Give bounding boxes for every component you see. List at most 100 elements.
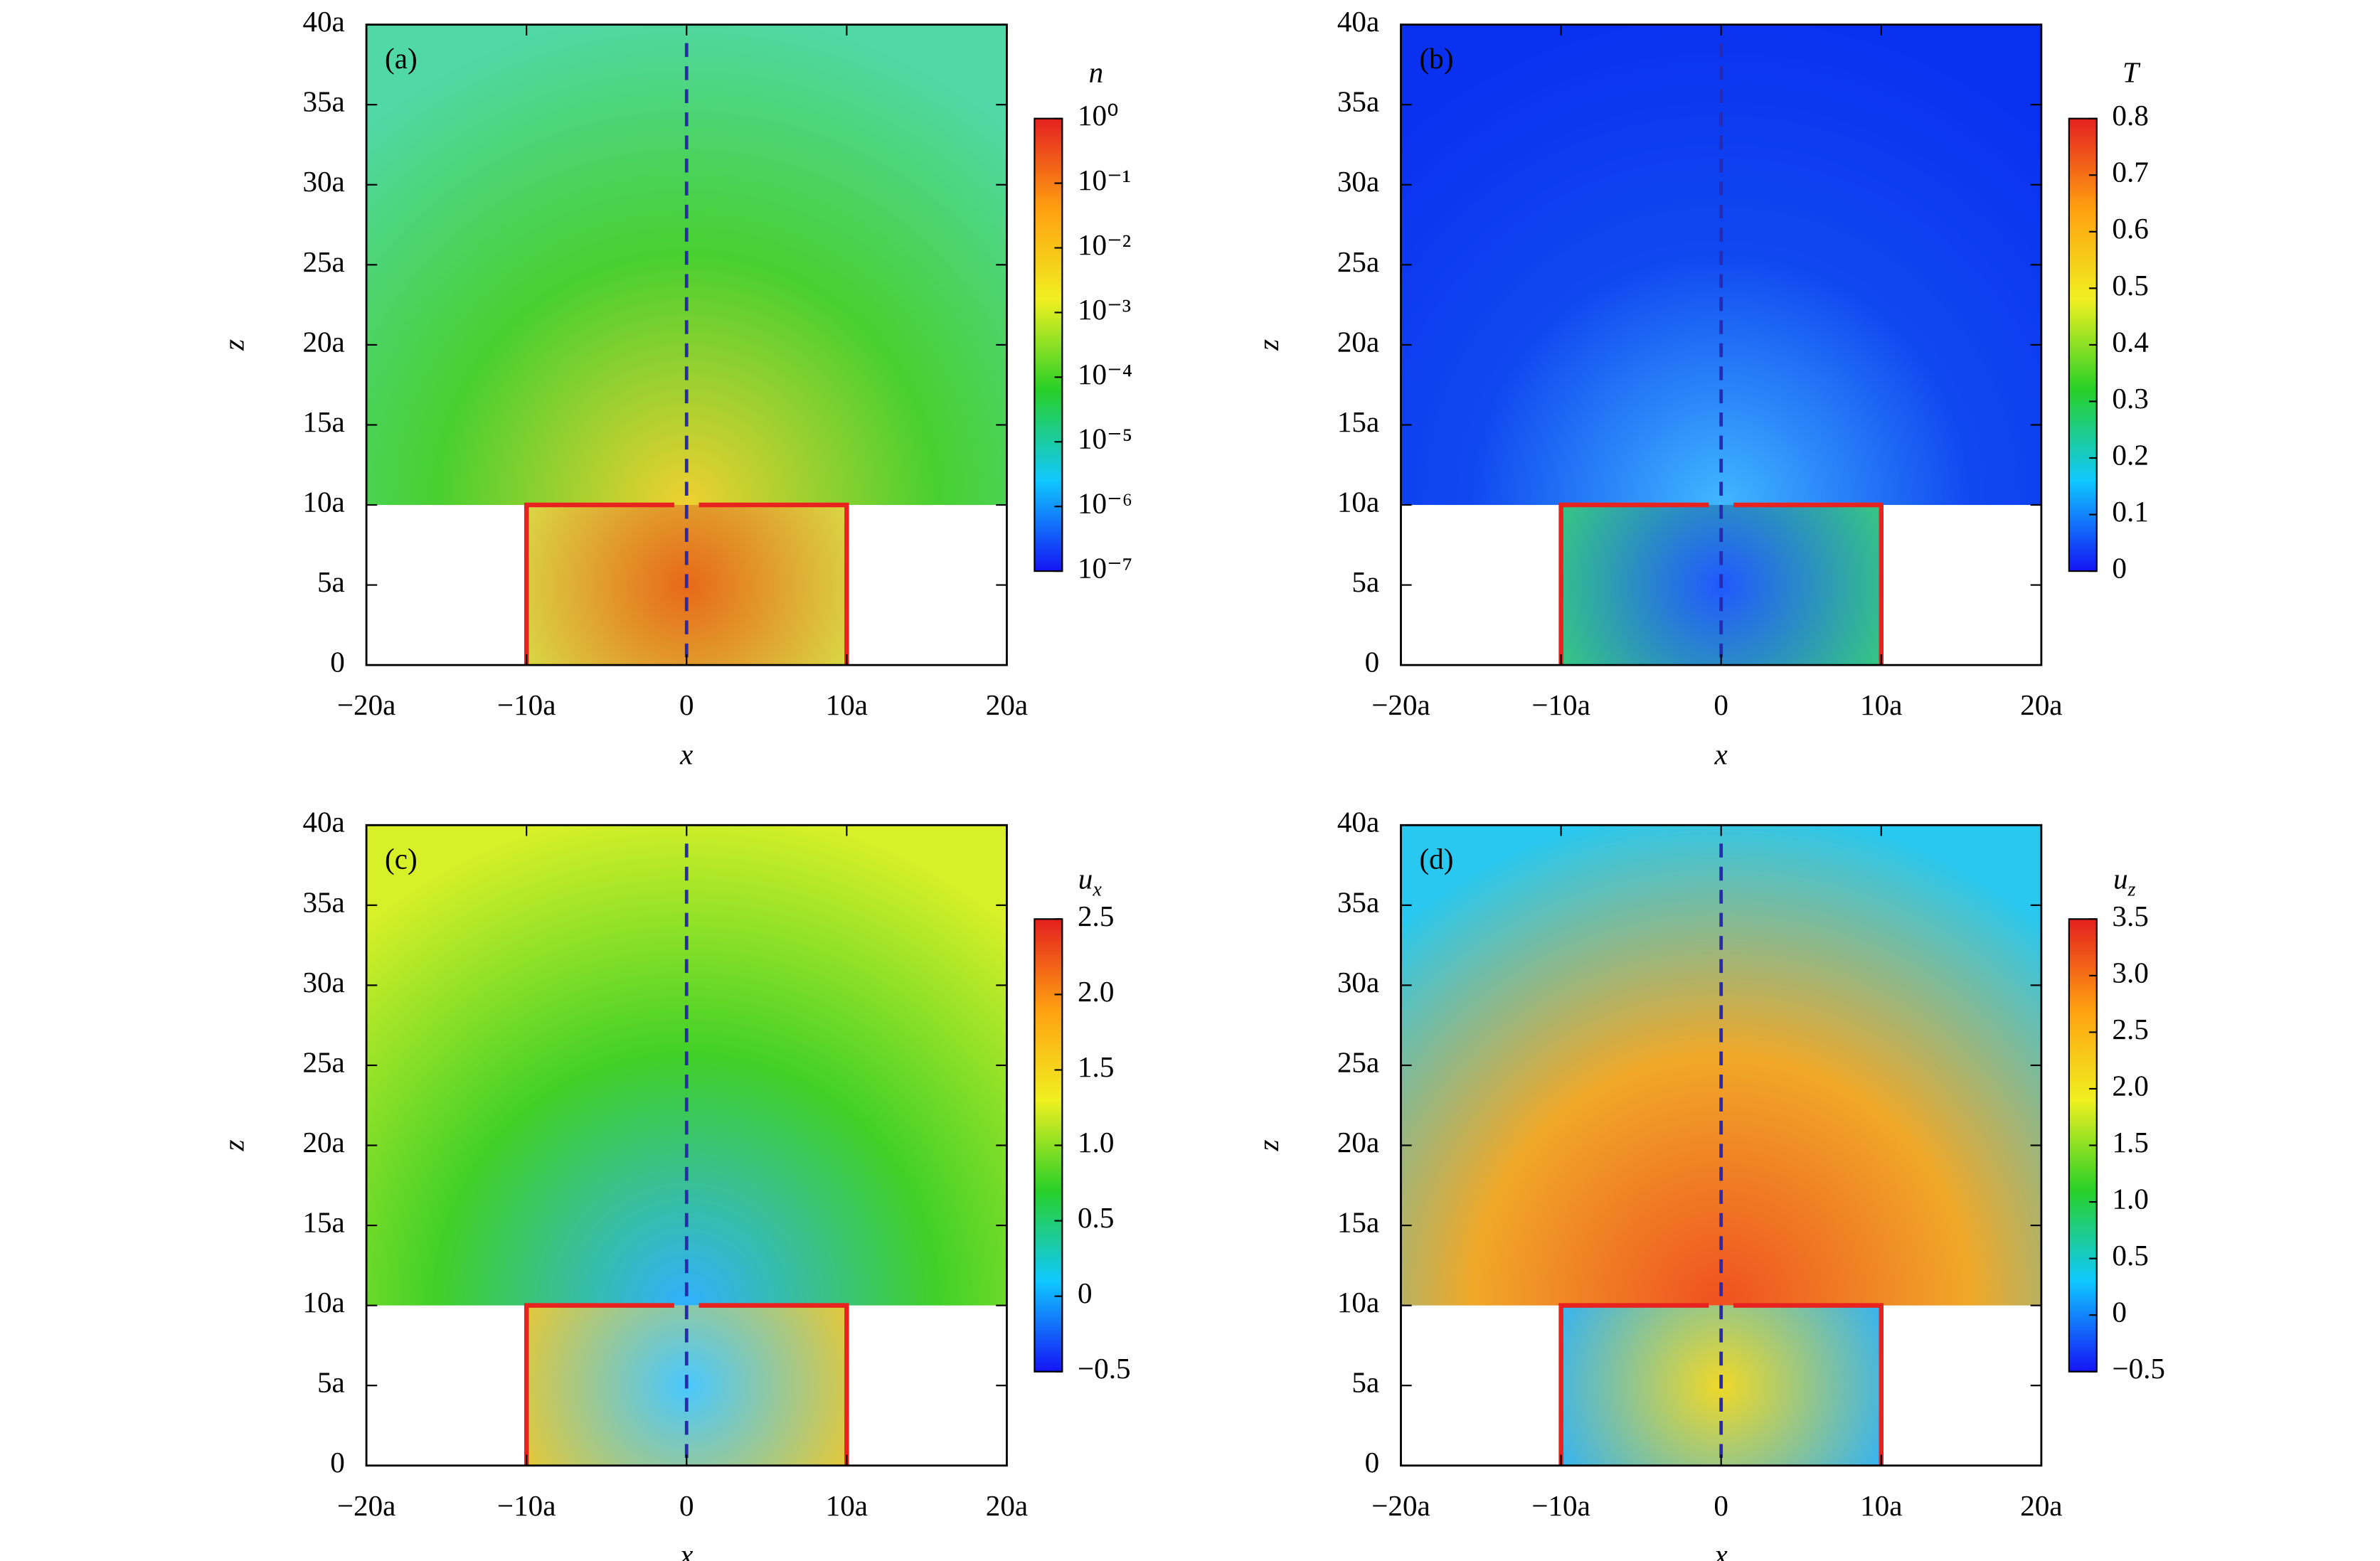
y-tick-label: 25a [302,245,344,278]
y-tick-label: 20a [1337,1126,1379,1158]
panel-label: (d) [1419,843,1453,876]
colorbar-tick-label: 0.1 [2112,495,2148,528]
x-tick-label: −10a [497,1489,556,1522]
y-tick-label: 10a [302,485,344,518]
y-tick-label: 30a [302,966,344,998]
colorbar-tick-label: 0.7 [2112,156,2148,188]
x-tick-label: 10a [1860,688,1902,721]
y-tick-label: 15a [302,405,344,438]
colorbar-tick-label: 0.2 [2112,438,2148,471]
x-tick-label: −10a [1531,1489,1590,1522]
y-tick-label: 30a [1337,966,1379,998]
colorbar-tick-label: 10⁻⁶ [1078,487,1132,520]
colorbar-tick-label: 1.0 [1078,1126,1114,1158]
x-axis-label: x [679,737,693,770]
colorbar-tick-label: 10⁻⁵ [1078,422,1132,455]
y-tick-label: 5a [317,565,345,598]
colorbar-label: n [1089,56,1104,89]
colorbar-tick-label: 10⁻⁷ [1078,552,1132,585]
y-tick-label: 20a [1337,325,1379,358]
x-tick-label: −10a [1531,688,1590,721]
y-tick-label: 25a [1337,245,1379,278]
colorbar-tick-label: 0 [1078,1277,1093,1309]
y-tick-label: 10a [1337,485,1379,518]
colorbar-label: T [2123,56,2141,89]
y-tick-label: 40a [302,806,344,838]
colorbar-tick-label: 3.5 [2112,900,2148,932]
x-tick-label: 0 [1714,1489,1728,1522]
y-tick-label: 35a [302,885,344,918]
y-tick-label: 40a [1337,5,1379,38]
y-tick-label: 10a [302,1286,344,1318]
outline [1733,502,1884,666]
x-tick-label: 20a [986,688,1028,721]
colorbar-tick-label: 0.5 [2112,269,2148,302]
x-tick-label: 20a [2020,1489,2062,1522]
y-tick-label: 20a [302,1126,344,1158]
y-tick-label: 0 [1365,646,1380,678]
y-tick-label: 10a [1337,1286,1379,1318]
x-tick-label: 10a [826,688,868,721]
colorbar-tick-label: 0.8 [2112,99,2148,132]
y-tick-label: 35a [1337,885,1379,918]
y-axis-label: z [218,339,250,351]
x-tick-label: −20a [337,688,396,721]
y-tick-label: 5a [1351,565,1379,598]
colorbar-tick-label: 1.5 [2112,1126,2148,1158]
y-tick-label: 15a [302,1206,344,1239]
x-tick-label: −10a [497,688,556,721]
y-tick-label: 20a [302,325,344,358]
colorbar-tick-label: 0.6 [2112,212,2148,245]
panel-label: (c) [385,843,418,876]
x-tick-label: 10a [1860,1489,1902,1522]
x-axis-label: x [1714,737,1728,770]
y-axis-label: z [218,1140,250,1152]
colorbar-tick-label: 2.0 [2112,1069,2148,1102]
colorbar-label-base: u [1078,863,1093,895]
y-tick-label: 25a [302,1045,344,1078]
y-tick-label: 25a [1337,1045,1379,1078]
colorbar-tick-label: 10⁻³ [1078,293,1131,326]
colorbar-tick-label: 10⁰ [1078,99,1119,132]
outline [524,502,674,666]
y-tick-label: 15a [1337,405,1379,438]
colorbar-tick-label: 10⁻⁴ [1078,358,1132,390]
x-tick-label: −20a [1371,688,1430,721]
colorbar-label-subscript: x [1092,879,1102,901]
colorbar-tick-label: 0.5 [2112,1239,2148,1272]
y-tick-label: 30a [1337,165,1379,198]
colorbar-tick-label: 2.5 [2112,1013,2148,1045]
colorbar-tick-label: 0 [2112,1296,2127,1328]
colorbar-tick-label: 2.5 [1078,900,1114,932]
y-tick-label: 40a [302,5,344,38]
y-tick-label: 0 [1365,1446,1380,1479]
outline [1733,1303,1884,1466]
colorbar [1034,117,1063,572]
panel-label: (b) [1419,42,1453,75]
colorbar-tick-label: 1.0 [2112,1183,2148,1215]
x-tick-label: 20a [2020,688,2062,721]
panel-label: (a) [385,42,418,75]
y-tick-label: 15a [1337,1206,1379,1239]
y-tick-label: 35a [1337,85,1379,118]
colorbar-tick-label: 1.5 [1078,1050,1114,1083]
outline [524,1303,674,1466]
y-axis-label: z [1252,1140,1285,1152]
colorbar-tick-label: 0.3 [2112,382,2148,415]
colorbar-tick-label: −0.5 [2112,1352,2165,1385]
y-tick-label: 5a [1351,1366,1379,1399]
y-tick-label: 30a [302,165,344,198]
y-tick-label: 0 [330,646,345,678]
colorbar-label: ux [1078,863,1103,901]
outline [1558,1303,1709,1466]
colorbar-tick-label: 10⁻¹ [1078,164,1131,196]
colorbar-label: uz [2113,863,2136,901]
y-tick-label: 40a [1337,806,1379,838]
outline [1558,502,1709,666]
x-tick-label: 10a [826,1489,868,1522]
colorbar-label-base: u [2113,863,2128,895]
colorbar-tick-label: 10⁻² [1078,228,1131,261]
x-tick-label: 20a [986,1489,1028,1522]
y-tick-label: 35a [302,85,344,118]
